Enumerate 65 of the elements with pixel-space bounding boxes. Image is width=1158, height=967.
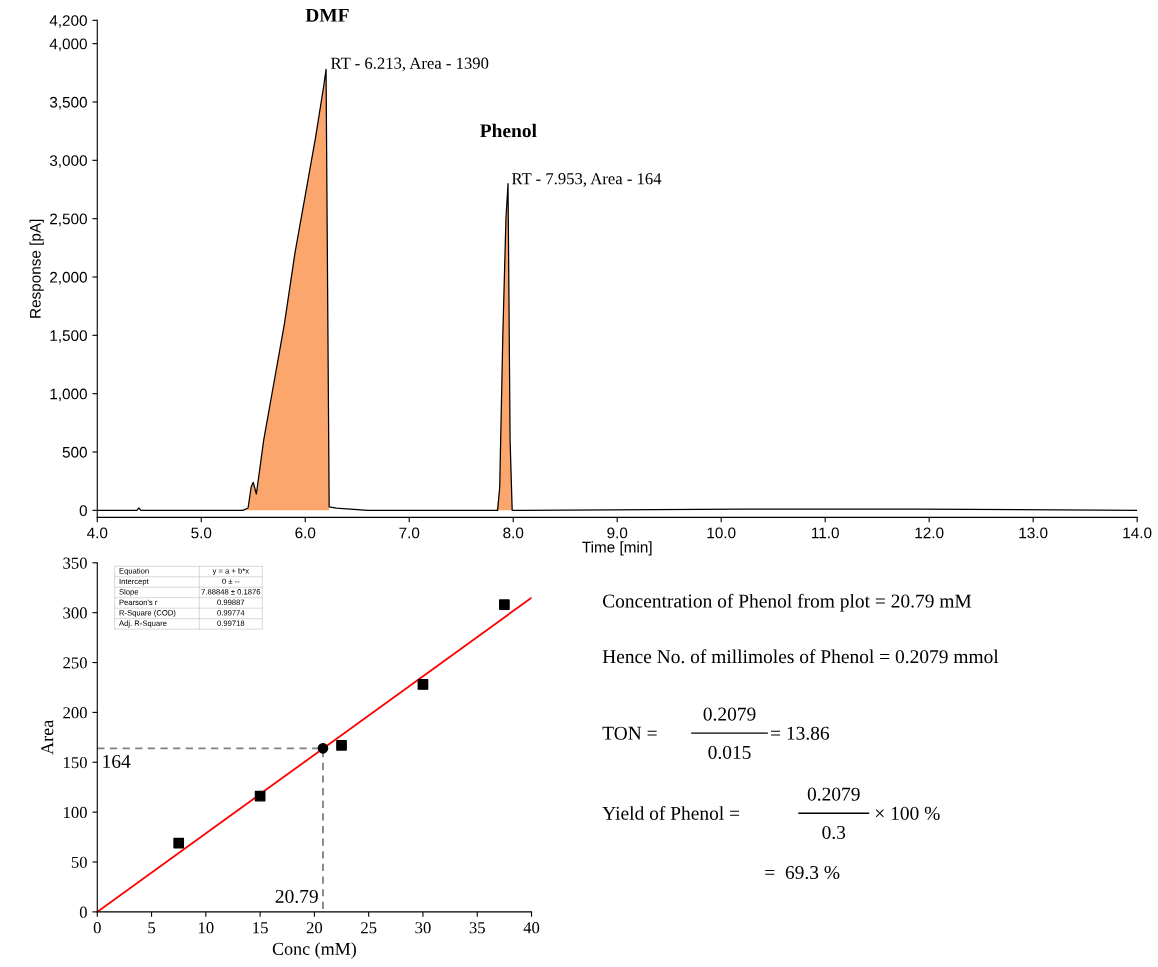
text: = 69.3 % — [765, 865, 840, 880]
y-axis-title: Area — [41, 720, 54, 755]
y-tick-label: 3,500 — [49, 96, 87, 110]
x-tick-label: 8.0 — [503, 527, 524, 539]
x-tick-label: 15 — [253, 922, 268, 934]
x-tick-label: 30 — [415, 922, 431, 934]
y-tick-label: 250 — [63, 657, 87, 669]
y-tick-label: 150 — [64, 756, 87, 769]
y-tick-label: 100 — [64, 806, 87, 819]
x-tick-label: 5 — [148, 922, 156, 934]
text: 0.2079 — [807, 787, 860, 801]
y-tick-label: 2,500 — [50, 213, 87, 227]
y-tick-label: 0 — [79, 505, 87, 517]
text: Concentration of Phenol from plot = 20.79 mM — [602, 593, 972, 612]
text: = 13.86 — [771, 726, 830, 740]
text: 0.015 — [708, 745, 751, 760]
point — [254, 790, 266, 802]
y-tick-label: 1,000 — [50, 388, 87, 402]
x-tick-label: 14.0 — [1123, 527, 1152, 539]
x-tick-label: 0 — [93, 922, 101, 934]
x-tick-label: 12.0 — [915, 527, 944, 539]
x-tick-label: 7.0 — [399, 527, 420, 539]
x-tick-label: 9.0 — [607, 527, 628, 539]
text: Yield of Phenol = — [602, 805, 740, 820]
x-tick-label: 10 — [198, 922, 214, 934]
y-tick-label: 1,500 — [50, 330, 87, 343]
point — [336, 739, 347, 751]
point — [499, 599, 510, 611]
text: Hence No. of millimoles of Phenol = 0.2079 mmol — [602, 649, 999, 664]
x-tick-label: 4.0 — [87, 527, 108, 539]
annotation: RT - 6.213, Area - 1390 — [331, 57, 489, 72]
x-tick-label: 11.0 — [812, 527, 839, 539]
x-tick-label: 10.0 — [707, 527, 736, 539]
annotation: 164 — [103, 754, 131, 768]
x-tick-label: 20 — [306, 922, 323, 934]
annotation: Phenol — [480, 123, 537, 138]
x-tick-label: 35 — [469, 922, 485, 934]
annotation: 20.79 — [275, 889, 318, 904]
y-tick-label: 2,000 — [50, 271, 87, 285]
point — [173, 837, 185, 849]
y-axis-title: Response [pA] — [29, 219, 44, 318]
x-axis-title: Conc (mM) — [272, 942, 356, 959]
y-tick-label: 200 — [63, 707, 87, 719]
text: 0.2079 — [703, 707, 756, 721]
x-tick-label: 40 — [523, 922, 540, 934]
y-tick-label: 300 — [63, 607, 87, 619]
annotation: DMF — [305, 8, 349, 22]
x-axis-title: Time [min] — [582, 541, 652, 556]
x-tick-label: 13.0 — [1019, 527, 1048, 539]
y-tick-label: 350 — [63, 557, 87, 569]
text: × 100 % — [875, 806, 940, 820]
y-tick-label: 50 — [71, 856, 87, 868]
y-tick-label: 4,200 — [49, 15, 87, 28]
annotation: RT - 7.953, Area - 164 — [511, 173, 662, 187]
x-tick-label: 6.0 — [295, 527, 316, 539]
y-tick-label: 0 — [79, 906, 87, 918]
text: TON = — [602, 726, 657, 740]
text: 0.3 — [822, 825, 846, 840]
y-tick-label: 4,000 — [49, 38, 87, 52]
x-tick-label: 25 — [361, 922, 377, 934]
y-tick-label: 3,000 — [49, 155, 87, 168]
point — [317, 742, 329, 754]
x-tick-label: 5.0 — [191, 527, 212, 539]
y-tick-label: 500 — [62, 446, 87, 458]
point — [417, 679, 429, 690]
